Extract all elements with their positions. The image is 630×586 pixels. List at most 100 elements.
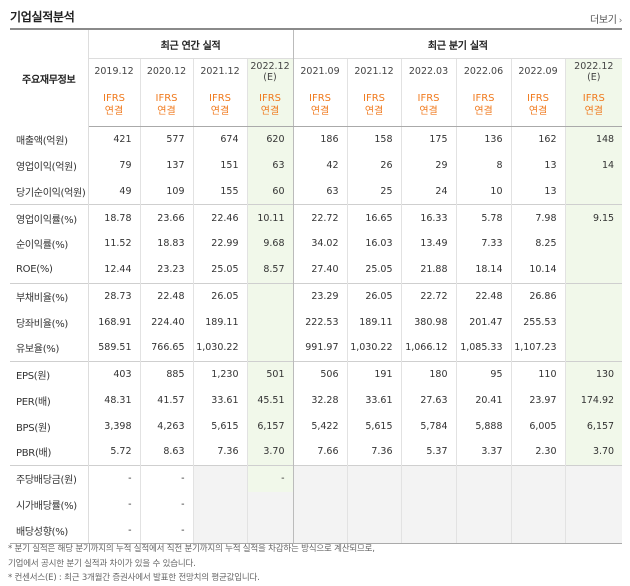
table-cell: 63 — [292, 178, 348, 205]
table-cell — [192, 464, 247, 492]
table-cell: 403 — [88, 360, 140, 388]
table-cell: 137 — [139, 152, 193, 179]
accounting-standard: IFRS 연결 — [564, 84, 623, 127]
table-cell: 174.92 — [564, 387, 623, 414]
row-label: PER(배) — [10, 387, 89, 414]
more-label: 더보기 — [589, 15, 617, 26]
table-row: 주당배당금(원) - - - — [10, 464, 623, 492]
accounting-standard: IFRS 연결 — [400, 84, 457, 127]
table-cell — [346, 491, 402, 518]
table-cell: 5.78 — [455, 204, 512, 231]
table-row: PBR(배) 5.72 8.63 7.36 3.70 7.66 7.36 5.37 3.37 2.… — [10, 439, 623, 466]
table-cell: 45.51 — [246, 387, 294, 414]
table-cell: 7.33 — [455, 231, 512, 257]
table-cell: 6,157 — [564, 413, 623, 439]
table-cell: 5.72 — [110, 446, 132, 458]
row-label: 주당배당금(원) — [10, 464, 89, 492]
table-cell: 189.11 — [192, 309, 247, 335]
table-cell: 3.70 — [246, 439, 294, 466]
table-row: 영업이익(억원) 79 137 151 63 42 26 29 8 13 14 — [10, 152, 623, 179]
table-cell — [400, 491, 457, 518]
table-cell: - — [128, 498, 132, 510]
table-cell: 148 — [564, 126, 623, 153]
table-cell: 13 — [510, 178, 566, 205]
table-cell: 5,422 — [292, 413, 348, 439]
table-cell: 885 — [139, 360, 193, 388]
table-cell: 1,230 — [192, 360, 247, 388]
table-cell: 7.36 — [346, 439, 402, 466]
table-cell: 674 — [192, 126, 247, 153]
table-cell: 79 — [119, 160, 132, 172]
accounting-standard: IFRS 연결 — [246, 84, 294, 127]
table-cell: 186 — [292, 126, 348, 153]
table-cell: 1,030.22 — [192, 335, 247, 362]
row-label: 배당성향(%) — [10, 517, 89, 545]
table-cell: 991.97 — [292, 335, 348, 362]
table-cell: 421 — [113, 134, 132, 146]
table-cell: 23.23 — [139, 256, 193, 283]
table-cell: 23.29 — [292, 282, 348, 310]
table-cell: 9.68 — [246, 231, 294, 257]
table-cell: - — [139, 464, 193, 492]
table-cell: 34.02 — [292, 231, 348, 257]
table-row: 부채비율(%) 28.73 22.48 26.05 23.29 26.05 22.72 22.… — [10, 282, 623, 310]
table-cell: 5,784 — [400, 413, 457, 439]
table-cell: 60 — [246, 178, 294, 205]
table-cell: 766.65 — [139, 335, 193, 362]
table-cell: 33.61 — [192, 387, 247, 414]
table-cell: 1,030.22 — [346, 335, 402, 362]
table-cell: - — [88, 464, 140, 492]
more-link[interactable]: 더보기 › — [590, 11, 622, 26]
table-cell: 5,888 — [455, 413, 512, 439]
table-cell: 10 — [455, 178, 512, 205]
table-cell — [455, 491, 512, 518]
table-cell: 5,615 — [346, 413, 402, 439]
table-cell: 18.14 — [455, 256, 512, 283]
table-cell: 33.61 — [346, 387, 402, 414]
period-header: 2021.09 — [292, 58, 348, 84]
period-header: 2021.12 — [346, 58, 402, 84]
table-cell: 7.98 — [510, 204, 566, 231]
table-cell — [564, 335, 623, 362]
table-cell: 2.30 — [510, 439, 566, 466]
table-cell: 577 — [139, 126, 193, 153]
table-cell: 26.05 — [346, 282, 402, 310]
table-cell: 23.66 — [139, 204, 193, 231]
row-label: 유보율(%) — [10, 335, 89, 362]
accounting-standard: IFRS 연결 — [139, 84, 193, 127]
accounting-standard: IFRS 연결 — [510, 84, 566, 127]
table-cell: 18.78 — [88, 204, 140, 231]
accounting-standard: IFRS 연결 — [455, 84, 512, 127]
table-cell — [510, 464, 566, 492]
row-label: 부채비율(%) — [10, 282, 89, 310]
table-cell: 255.53 — [510, 309, 566, 335]
period-header: 2022.06 — [455, 58, 512, 84]
table-cell — [400, 464, 457, 492]
table-cell: - — [246, 464, 294, 492]
table-cell — [564, 309, 623, 335]
period-header: 2020.12 — [139, 58, 193, 84]
table-cell: 3.70 — [564, 439, 623, 466]
table-cell: 110 — [510, 360, 566, 388]
period-header: 2022.12 (E) — [564, 58, 623, 84]
table-cell: 380.98 — [400, 309, 457, 335]
table-cell: - — [139, 517, 193, 545]
table-cell — [292, 517, 348, 545]
table-cell: 49 — [119, 185, 132, 197]
period-header: 2022.09 — [510, 58, 566, 84]
table-cell: 136 — [455, 126, 512, 153]
table-cell: 4,263 — [139, 413, 193, 439]
table-cell: - — [139, 491, 193, 518]
table-cell: 22.72 — [400, 282, 457, 310]
table-cell — [564, 282, 623, 310]
row-label: 당좌비율(%) — [10, 309, 89, 335]
table-row: PER(배) 48.31 41.57 33.61 45.51 32.28 33.61 27.6… — [10, 387, 623, 414]
row-label: 순이익률(%) — [10, 231, 89, 257]
table-cell: 3,398 — [104, 420, 132, 432]
table-cell — [564, 517, 623, 545]
table-cell: 25.05 — [192, 256, 247, 283]
period-header: 2021.12 — [192, 58, 247, 84]
row-label: 매출액(억원) — [10, 126, 89, 153]
table-cell: 8 — [455, 152, 512, 179]
